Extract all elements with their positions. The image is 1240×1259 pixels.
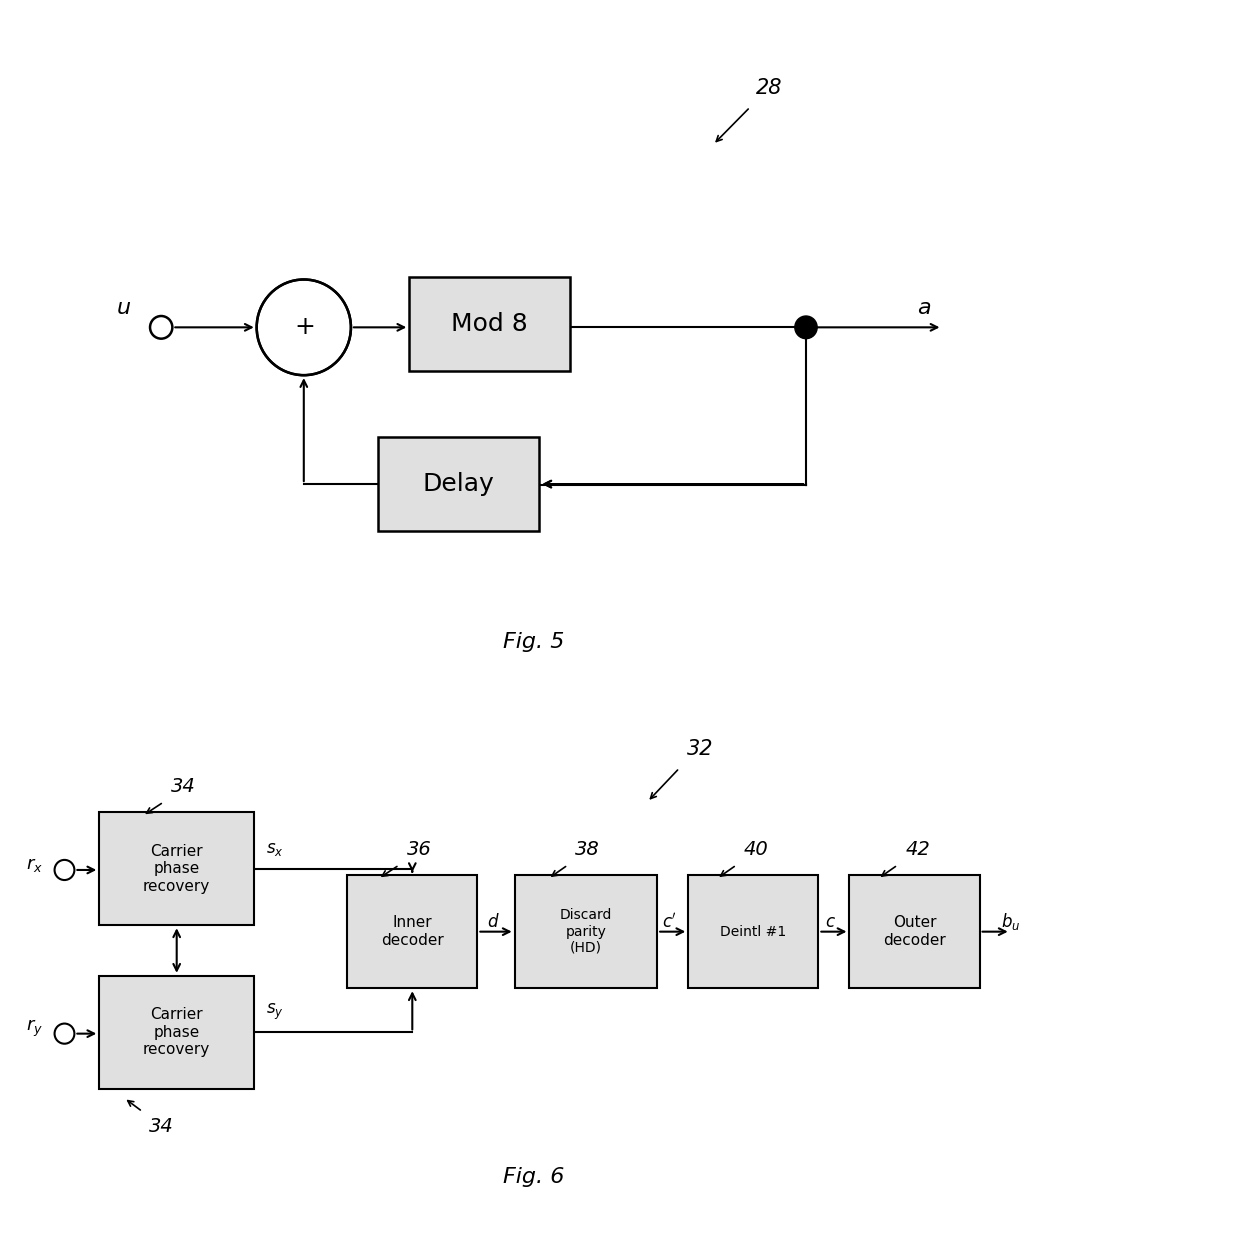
Text: Carrier
phase
recovery: Carrier phase recovery <box>143 1007 211 1058</box>
Text: Fig. 5: Fig. 5 <box>502 632 564 652</box>
Text: 32: 32 <box>687 739 714 759</box>
Bar <box>849 875 980 988</box>
Text: Discard
parity
(HD): Discard parity (HD) <box>559 909 613 954</box>
Text: 34: 34 <box>171 777 196 797</box>
Bar <box>378 437 539 531</box>
Text: $+$: $+$ <box>294 315 314 340</box>
Text: $r_x$: $r_x$ <box>26 856 43 874</box>
Circle shape <box>795 316 817 339</box>
Bar <box>99 812 254 925</box>
Text: $s_y$: $s_y$ <box>267 1002 284 1022</box>
Bar <box>515 875 657 988</box>
Text: 38: 38 <box>575 840 600 860</box>
Bar <box>99 976 254 1089</box>
Text: Outer
decoder: Outer decoder <box>883 915 946 948</box>
Text: 28: 28 <box>755 78 782 98</box>
Text: $d$: $d$ <box>487 913 500 930</box>
Text: 36: 36 <box>407 840 432 860</box>
Text: Deintl #1: Deintl #1 <box>720 924 786 939</box>
Text: $c$: $c$ <box>826 913 836 930</box>
Text: 42: 42 <box>905 840 930 860</box>
Text: Fig. 6: Fig. 6 <box>502 1167 564 1187</box>
Text: 40: 40 <box>744 840 769 860</box>
Circle shape <box>257 279 351 375</box>
Text: Carrier
phase
recovery: Carrier phase recovery <box>143 844 211 894</box>
Text: $b_u$: $b_u$ <box>1001 912 1021 932</box>
Text: Inner
decoder: Inner decoder <box>381 915 444 948</box>
Text: $c'$: $c'$ <box>662 912 677 932</box>
Text: $u$: $u$ <box>117 298 131 319</box>
Text: 34: 34 <box>149 1117 174 1137</box>
Text: Mod 8: Mod 8 <box>451 312 528 336</box>
Text: $a$: $a$ <box>916 298 931 319</box>
Text: $r_y$: $r_y$ <box>26 1019 43 1039</box>
Bar <box>347 875 477 988</box>
Text: $s_x$: $s_x$ <box>267 840 284 857</box>
Bar <box>688 875 818 988</box>
Bar <box>409 277 570 371</box>
Text: Delay: Delay <box>423 472 495 496</box>
